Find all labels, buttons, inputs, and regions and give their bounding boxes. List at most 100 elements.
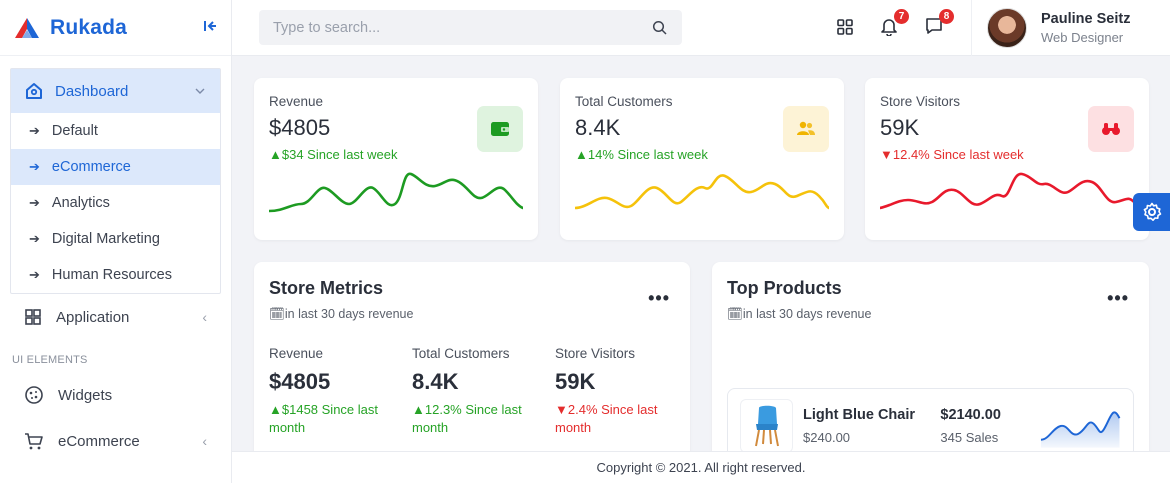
home-icon — [26, 83, 42, 99]
sidebar-item-ecommerce[interactable]: eCommerce ‹ — [0, 418, 231, 464]
metric-value: 8.4K — [412, 369, 459, 394]
product-sales-count: 345 Sales — [940, 430, 999, 445]
sidebar-menu: Dashboard ➔ Default ➔ eCommerce ➔ Analytics… — [0, 56, 231, 464]
product-price: $240.00 — [803, 430, 851, 445]
cart-icon — [25, 433, 43, 450]
trend-up-icon: ▲ — [575, 147, 588, 162]
chevron-down-icon — [195, 88, 205, 94]
metric-change: ▼2.4% Since last month — [555, 401, 685, 436]
chevron-left-icon: ‹ — [202, 433, 207, 449]
topbar: 7 8 Pauline Seitz Web Designer — [232, 0, 1170, 56]
card-title: Top Products — [727, 278, 842, 298]
arrow-right-icon: ➔ — [29, 231, 40, 246]
card-subtitle: 🗓in last 30 days revenue — [269, 307, 675, 322]
metric-revenue: Revenue $4805 ▲$1458 Since last month — [269, 346, 399, 436]
metric-change-text: 12.3% Since last month — [412, 402, 522, 435]
store-metrics-card: Store Metrics 🗓in last 30 days revenue •… — [254, 262, 690, 462]
search-icon[interactable] — [652, 20, 668, 36]
messages-button[interactable]: 8 — [924, 9, 954, 38]
sidebar-subitem-default[interactable]: ➔ Default — [11, 113, 220, 149]
product-sparkline — [1040, 411, 1120, 448]
sidebar-subitem-label: Analytics — [51, 195, 110, 211]
stat-change: ▼12.4% Since last week — [880, 147, 1134, 162]
trend-up-icon: ▲ — [412, 402, 425, 417]
sidebar-subitem-analytics[interactable]: ➔ Analytics — [11, 185, 220, 221]
sidebar-item-label: Dashboard — [55, 82, 129, 100]
card-subtitle: 🗓in last 30 days revenue — [727, 307, 1134, 322]
user-role: Web Designer — [1041, 30, 1124, 45]
gear-icon — [1143, 202, 1161, 221]
cookie-icon — [25, 386, 43, 404]
user-name: Pauline Seitz — [1041, 11, 1131, 27]
sidebar-item-label: Widgets — [58, 386, 113, 404]
wallet-icon — [477, 106, 523, 152]
metric-customers: Total Customers 8.4K ▲12.3% Since last m… — [412, 346, 542, 436]
sidebar-item-widgets[interactable]: Widgets — [0, 372, 231, 418]
collapse-sidebar-icon[interactable] — [203, 19, 217, 37]
user-info: Pauline Seitz Web Designer — [1041, 11, 1130, 45]
card-title: Store Metrics — [269, 278, 384, 298]
stat-title: Revenue — [269, 94, 324, 109]
calendar-icon: 🗓 — [269, 307, 285, 321]
sidebar-item-application[interactable]: Application ‹ — [0, 294, 231, 340]
product-details: Light Blue Chair $240.00 — [803, 407, 940, 445]
stat-change-text: 14% Since last week — [587, 147, 708, 162]
logo-icon — [15, 17, 39, 38]
metric-title: Store Visitors — [555, 346, 636, 361]
trend-down-icon: ▼ — [880, 147, 893, 162]
binoculars-icon — [1088, 106, 1134, 152]
search-box — [259, 10, 682, 45]
trend-up-icon: ▲ — [269, 147, 282, 162]
grid-icon — [25, 309, 41, 325]
apps-grid-icon[interactable] — [836, 16, 858, 38]
stat-card-visitors: Store Visitors 59K ▼12.4% Since last wee… — [865, 78, 1149, 240]
metric-title: Revenue — [269, 346, 324, 361]
app-name: Rukada — [50, 15, 128, 39]
settings-button[interactable] — [1133, 193, 1170, 231]
section-label: UI ELEMENTS — [12, 354, 88, 366]
metric-value: $4805 — [269, 369, 331, 394]
sidebar-subitem-ecommerce[interactable]: ➔ eCommerce — [11, 149, 220, 185]
stat-title: Store Visitors — [880, 94, 961, 109]
stat-value: 59K — [880, 115, 920, 140]
stat-title: Total Customers — [575, 94, 673, 109]
metric-title: Total Customers — [412, 346, 510, 361]
metric-value: 59K — [555, 369, 596, 394]
revenue-sparkline — [269, 172, 523, 213]
trend-down-icon: ▼ — [555, 402, 568, 417]
sidebar-subitem-label: eCommerce — [51, 159, 131, 175]
users-icon — [783, 106, 829, 152]
arrow-right-icon: ➔ — [29, 267, 40, 282]
arrow-right-icon: ➔ — [29, 159, 40, 174]
more-options-icon[interactable]: ••• — [1107, 288, 1129, 308]
more-options-icon[interactable]: ••• — [648, 288, 670, 308]
calendar-icon: 🗓 — [727, 307, 743, 321]
sidebar-subitem-digital-marketing[interactable]: ➔ Digital Marketing — [11, 221, 220, 257]
chair-image — [740, 399, 794, 453]
top-products-card: Top Products 🗓in last 30 days revenue ••… — [712, 262, 1149, 464]
brand: Rukada — [0, 0, 231, 56]
chevron-left-icon: ‹ — [202, 309, 207, 325]
metric-change: ▲12.3% Since last month — [412, 401, 542, 436]
sidebar-item-dashboard[interactable]: Dashboard — [11, 69, 220, 113]
card-subtitle-text: in last 30 days revenue — [742, 307, 872, 321]
product-revenue: $2140.00 — [940, 407, 1001, 423]
metric-change-text: 2.4% Since last month — [555, 402, 658, 435]
sidebar-subitem-label: Digital Marketing — [51, 231, 160, 247]
sidebar-item-label: eCommerce — [58, 432, 140, 450]
avatar — [987, 8, 1027, 48]
stat-change: ▲14% Since last week — [575, 147, 829, 162]
stat-change: ▲$34 Since last week — [269, 147, 523, 162]
notifications-button[interactable]: 7 — [879, 9, 909, 38]
user-menu[interactable]: Pauline Seitz Web Designer — [987, 8, 1130, 48]
sidebar-item-label: Application — [56, 308, 130, 326]
stat-value: 8.4K — [575, 115, 621, 140]
customers-sparkline — [575, 174, 829, 210]
sidebar: Rukada Dashboard ➔ Default ➔ eCommerce ➔ An… — [0, 0, 232, 483]
arrow-right-icon: ➔ — [29, 195, 40, 210]
product-name: Light Blue Chair — [803, 407, 916, 423]
trend-up-icon: ▲ — [269, 402, 282, 417]
search-input[interactable] — [273, 19, 652, 36]
topbar-divider — [971, 0, 972, 56]
sidebar-subitem-human-resources[interactable]: ➔ Human Resources — [11, 257, 220, 293]
